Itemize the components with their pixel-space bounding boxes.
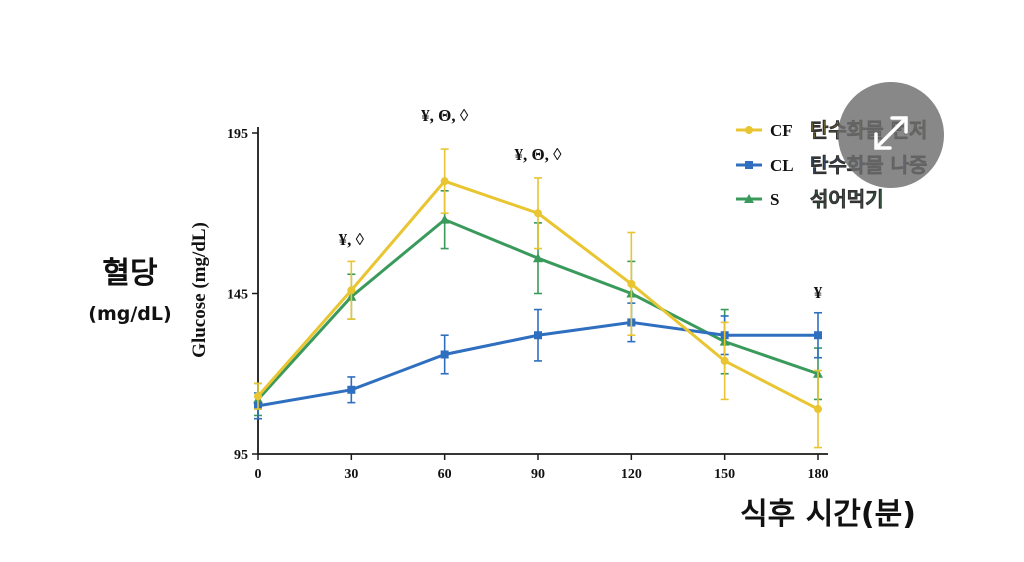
- legend-item-S: S 섞어먹기: [736, 187, 884, 211]
- chart-axes: 95 145 195 0 30 60 90 120 150 180: [227, 127, 829, 482]
- x-tick-label: 60: [438, 467, 452, 482]
- data-point: [534, 209, 542, 218]
- data-point: [439, 214, 450, 224]
- legend-marker: [745, 161, 753, 169]
- data-point: [720, 356, 729, 365]
- data-point: [533, 253, 543, 263]
- x-tick-label: 150: [714, 467, 735, 482]
- x-tick-label: 180: [808, 467, 829, 482]
- expand-button[interactable]: [838, 82, 944, 188]
- legend-marker: [745, 126, 753, 134]
- x-tick-label: 30: [344, 467, 358, 482]
- data-point: [440, 350, 449, 359]
- legend-marker: [744, 194, 754, 203]
- significance-annotation: ¥, ◊: [339, 230, 365, 249]
- legend-series-label: 섞어먹기: [810, 187, 884, 211]
- data-point: [440, 177, 449, 186]
- legend-series-name: S: [770, 190, 779, 209]
- x-axis-title: 식후 시간(분): [740, 497, 916, 532]
- data-point: [254, 392, 262, 401]
- y-tick-label: 95: [234, 448, 248, 463]
- series-layer: [253, 148, 823, 449]
- data-point: [627, 279, 636, 288]
- significance-annotation: ¥, Θ, ◊: [514, 145, 562, 164]
- data-point: [534, 331, 542, 340]
- annotation-layer: ¥, ◊ ¥, Θ, ◊ ¥, Θ, ◊ ¥: [339, 106, 823, 302]
- x-tick-label: 0: [255, 467, 262, 482]
- x-tick-label: 120: [621, 467, 642, 482]
- y-axis-unit: (mg/dL): [88, 303, 171, 325]
- data-point: [347, 286, 356, 295]
- y-tick-label: 145: [227, 288, 248, 303]
- significance-annotation: ¥, Θ, ◊: [421, 106, 469, 125]
- legend-series-name: CF: [770, 121, 793, 140]
- y-tick-label: 195: [227, 127, 248, 142]
- expand-arrows-icon: [874, 116, 908, 150]
- data-point: [814, 405, 822, 414]
- x-tick-label: 90: [531, 467, 545, 482]
- y-axis-title-korean: 혈당: [102, 256, 158, 291]
- legend-series-name: CL: [770, 156, 794, 175]
- data-point: [814, 331, 822, 340]
- significance-annotation: ¥: [814, 283, 823, 302]
- series-CF: [254, 148, 822, 449]
- data-point: [347, 385, 356, 394]
- y-axis-label: Glucose (mg/dL): [189, 222, 210, 358]
- series-CL: [254, 302, 822, 420]
